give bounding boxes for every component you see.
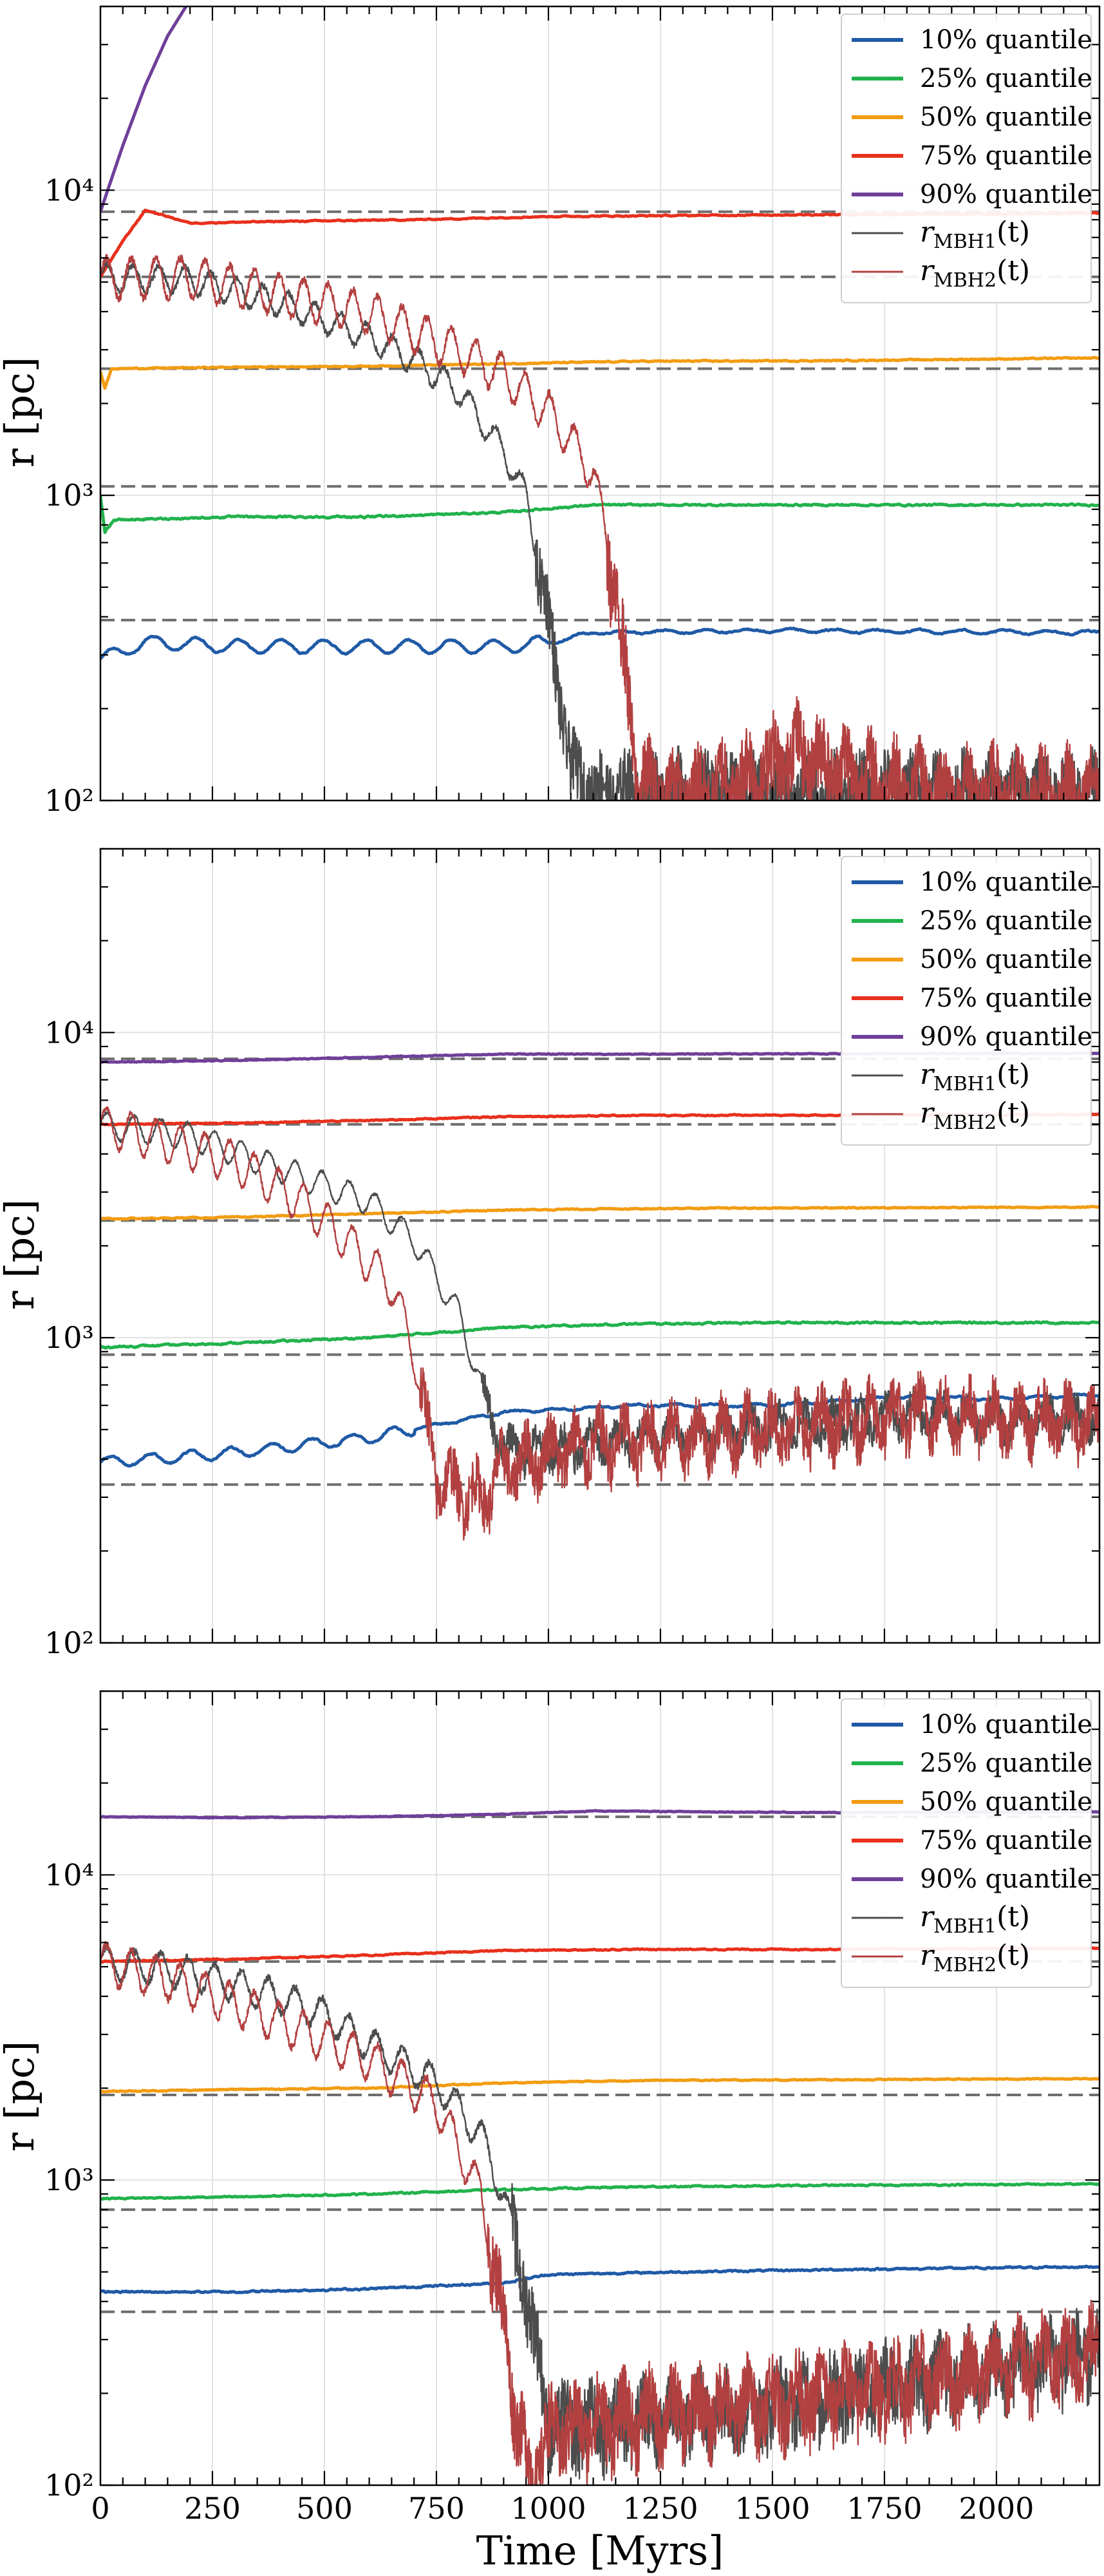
- series-line-r-mbh2-t: [100, 1106, 1099, 1541]
- series-line-r-mbh2-t: [100, 1941, 1099, 2485]
- series-line-10-quantile: [100, 627, 1099, 660]
- x-tick-label: 0: [91, 2491, 109, 2526]
- y-tick-label: 10³: [44, 478, 94, 513]
- series-line-50-quantile: [100, 1204, 1099, 1221]
- y-ticks: 10² 10³ 10⁴: [44, 5, 1099, 818]
- series-line-r-mbh1-t: [100, 260, 1099, 800]
- series-line-50-quantile: [100, 2076, 1099, 2094]
- series-group: [100, 1051, 1099, 1541]
- y-axis-title: r [pc]: [0, 1199, 43, 1310]
- y-axis-title: r [pc]: [0, 357, 43, 468]
- y-tick-label: 10⁴: [44, 173, 94, 207]
- y-tick-label: 10⁴: [44, 1015, 94, 1050]
- legend-label-10-quantile: 10% quantile: [920, 25, 1092, 55]
- x-tick-label: 1250: [622, 2491, 698, 2526]
- legend-label-25-quantile: 25% quantile: [920, 1748, 1092, 1778]
- series-line-r-mbh1-t: [100, 1111, 1099, 1481]
- y-axis-title: r [pc]: [0, 2041, 43, 2152]
- legend: 10% quantile 25% quantile 50% quantile 75% …: [841, 1698, 1092, 1988]
- legend-label-r-mbh2-t: rMBH2(t): [920, 254, 1030, 292]
- legend-label-75-quantile: 75% quantile: [920, 141, 1092, 171]
- legend-label-90-quantile: 90% quantile: [920, 1022, 1092, 1052]
- legend-label-75-quantile: 75% quantile: [920, 1826, 1092, 1855]
- legend-label-25-quantile: 25% quantile: [920, 64, 1092, 93]
- y-tick-label: 10²: [44, 783, 94, 818]
- series-group: [100, 6, 1099, 800]
- panel-bottom: r [pc] Time [Myrs] 0 250 500 750 1000 1250 150…: [0, 1690, 1101, 2574]
- legend-label-r-mbh1-t: rMBH1(t): [920, 1900, 1030, 1938]
- series-line-25-quantile: [100, 495, 1099, 535]
- x-tick-label: 250: [184, 2491, 241, 2526]
- y-tick-label: 10³: [44, 1320, 94, 1355]
- y-tick-label: 10²: [44, 1625, 94, 1660]
- legend-label-50-quantile: 50% quantile: [920, 1787, 1092, 1817]
- legend: 10% quantile 25% quantile 50% quantile 75% …: [841, 856, 1092, 1146]
- series-line-90-quantile: [100, 6, 188, 213]
- legend-label-r-mbh2-t: rMBH2(t): [920, 1097, 1030, 1134]
- legend-label-r-mbh1-t: rMBH1(t): [920, 216, 1030, 253]
- legend-label-r-mbh1-t: rMBH1(t): [920, 1058, 1030, 1095]
- legend-label-10-quantile: 10% quantile: [920, 1710, 1092, 1739]
- y-tick-label: 10³: [44, 2163, 94, 2197]
- legend-label-90-quantile: 90% quantile: [920, 1864, 1092, 1894]
- series-line-50-quantile: [100, 355, 1099, 390]
- legend-label-50-quantile: 50% quantile: [920, 102, 1092, 132]
- x-tick-label: 750: [408, 2491, 465, 2526]
- y-ticks: 10² 10³ 10⁴: [44, 848, 1099, 1660]
- series-line-r-mbh1-t: [100, 1943, 1099, 2481]
- series-line-10-quantile: [100, 2264, 1099, 2295]
- y-tick-label: 10⁴: [44, 1857, 94, 1892]
- x-ticks: 0 250 500 750 1000 1250 1500 1750 2000: [91, 1691, 1087, 2526]
- legend-box: [841, 14, 1092, 303]
- y-tick-label: 10²: [44, 2468, 94, 2503]
- x-ticks: [122, 849, 1087, 1643]
- x-tick-label: 2000: [959, 2491, 1034, 2526]
- series-line-25-quantile: [100, 2182, 1099, 2201]
- legend-label-50-quantile: 50% quantile: [920, 945, 1092, 974]
- x-axis-title: Time [Myrs]: [476, 2527, 724, 2574]
- series-line-25-quantile: [100, 1320, 1099, 1350]
- panel-middle: r [pc] 10² 10³ 10⁴ 10% quantile 25% quantile…: [0, 848, 1101, 1660]
- x-tick-label: 500: [296, 2491, 353, 2526]
- legend: 10% quantile 25% quantile 50% quantile 75% …: [841, 14, 1092, 303]
- x-tick-label: 1750: [847, 2491, 922, 2526]
- series-line-r-mbh2-t: [100, 254, 1099, 800]
- legend-label-10-quantile: 10% quantile: [920, 867, 1092, 897]
- panel-top: r [pc] 10² 10³ 10⁴ 10% quantile 25% quantile…: [0, 5, 1101, 818]
- legend-box: [841, 1698, 1092, 1988]
- x-ticks: [122, 6, 1087, 800]
- legend-label-25-quantile: 25% quantile: [920, 906, 1092, 936]
- x-tick-label: 1500: [734, 2491, 810, 2526]
- legend-label-90-quantile: 90% quantile: [920, 180, 1092, 209]
- legend-box: [841, 856, 1092, 1146]
- legend-label-75-quantile: 75% quantile: [920, 983, 1092, 1013]
- legend-label-r-mbh2-t: rMBH2(t): [920, 1939, 1030, 1976]
- y-ticks: 10² 10³ 10⁴: [44, 1690, 1099, 2503]
- x-tick-label: 1000: [510, 2491, 586, 2526]
